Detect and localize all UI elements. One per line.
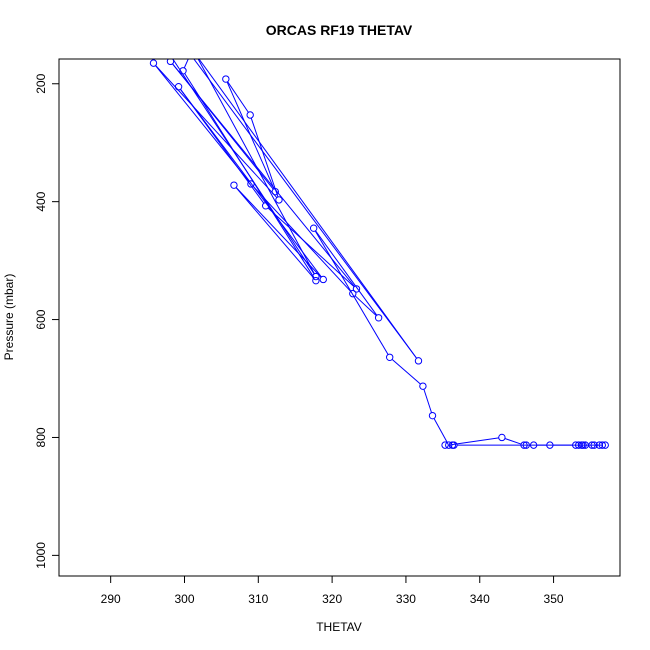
data-point [187, 51, 193, 57]
x-tick-label: 350 [544, 592, 564, 606]
x-tick-label: 310 [248, 592, 268, 606]
data-point [179, 67, 187, 75]
x-axis-label: THETAV [316, 620, 362, 634]
data-point [166, 59, 175, 66]
data-point [261, 202, 270, 210]
series-segment [267, 207, 355, 288]
series-segment [172, 63, 274, 190]
chart-title: ORCAS RF19 THETAV [266, 22, 413, 38]
data-point [167, 51, 173, 57]
series-segment [252, 185, 351, 292]
data-point [275, 196, 283, 204]
x-tick-label: 330 [396, 592, 416, 606]
series-segment [226, 81, 275, 189]
data-point [448, 441, 457, 449]
y-tick-label: 400 [34, 191, 48, 211]
series-segment [155, 65, 250, 182]
data-point [230, 181, 238, 189]
series-segment [504, 438, 522, 445]
data-point [247, 180, 255, 188]
data-point [149, 59, 158, 67]
data-point [319, 275, 327, 284]
series-segment [227, 81, 249, 113]
data-point [192, 51, 198, 57]
series-segment [391, 359, 421, 385]
y-tick-label: 600 [34, 309, 48, 329]
data-point [441, 441, 449, 449]
data-point [579, 441, 587, 449]
series-segment [354, 295, 377, 316]
data-point [414, 357, 423, 365]
data-point [445, 441, 453, 449]
x-tick-label: 290 [101, 592, 121, 606]
series-segment [193, 59, 417, 359]
data-point [520, 441, 528, 449]
data-point [546, 441, 554, 449]
series-segment [183, 59, 189, 69]
series-segment [451, 437, 499, 446]
data-point [352, 285, 361, 293]
series-segment [235, 187, 322, 278]
data-point [189, 51, 195, 57]
data-point [246, 111, 254, 119]
y-tick-label: 200 [34, 73, 48, 93]
plot-frame [58, 58, 621, 577]
x-axis: 290 300 310 320 330 340 350 [101, 575, 564, 606]
series-segment [250, 117, 279, 198]
x-tick-label: 320 [322, 592, 342, 606]
series-segment [314, 230, 389, 355]
series-segment [198, 59, 418, 359]
data-point [522, 441, 530, 449]
series-segment [180, 88, 322, 278]
series-segment [315, 230, 378, 316]
plot-clip-group [149, 51, 609, 449]
data-point [598, 441, 606, 449]
data-point [349, 289, 357, 298]
series-segment [155, 65, 278, 198]
data-point [374, 314, 383, 322]
data-point [529, 441, 538, 449]
y-axis: 200 400 600 800 1000 [34, 73, 60, 569]
y-tick-label: 800 [34, 427, 48, 447]
series-segment [433, 418, 448, 443]
data-point [309, 224, 318, 232]
data-point [419, 382, 427, 390]
data-point [601, 441, 609, 449]
y-axis-label: Pressure (mbar) [2, 274, 16, 361]
data-point [174, 83, 183, 91]
series-segment [235, 187, 315, 279]
data-series [149, 51, 609, 449]
data-point [271, 187, 279, 196]
data-point [222, 75, 230, 83]
y-tick-label: 1000 [34, 542, 48, 569]
data-point [590, 441, 598, 449]
data-point [385, 353, 394, 361]
series-segment [184, 73, 315, 279]
x-tick-label: 340 [470, 592, 490, 606]
data-point [312, 276, 320, 285]
data-point [498, 433, 506, 442]
data-point [312, 272, 320, 281]
x-tick-label: 300 [174, 592, 194, 606]
data-point [428, 411, 437, 420]
series-segment [423, 389, 432, 413]
data-point [588, 441, 596, 449]
